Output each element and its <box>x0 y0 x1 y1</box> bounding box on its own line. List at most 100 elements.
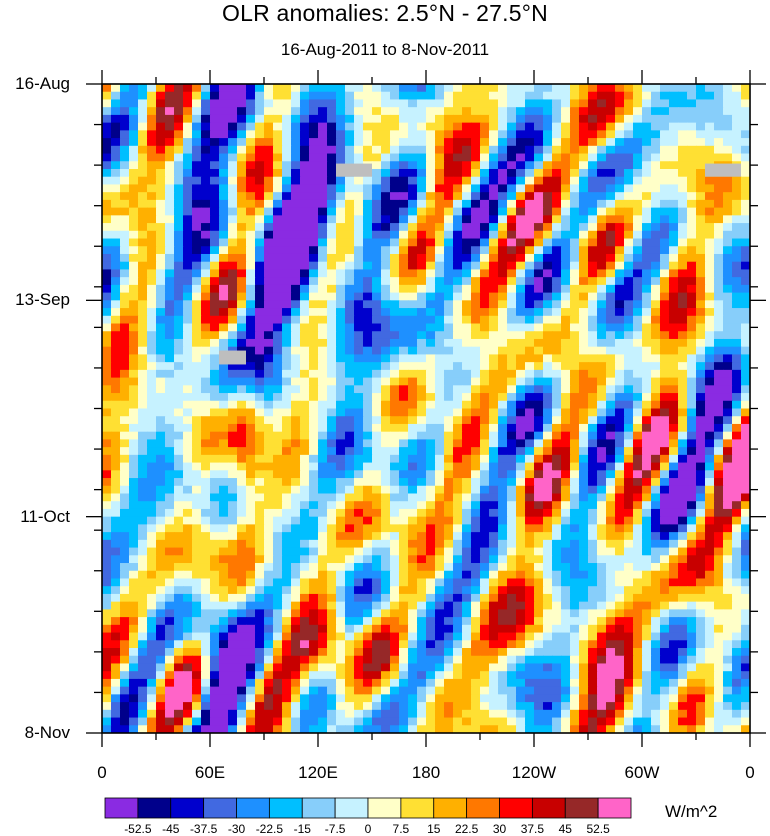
heatmap-cell <box>327 516 337 525</box>
heatmap-cell <box>417 168 427 178</box>
heatmap-cell <box>210 153 220 162</box>
heatmap-cell <box>147 138 157 147</box>
heatmap-cell <box>120 192 130 201</box>
heatmap-cell <box>615 269 625 278</box>
heatmap-cell <box>147 578 157 587</box>
heatmap-cell <box>282 284 292 294</box>
heatmap-cell <box>246 570 256 580</box>
heatmap-cell <box>651 555 661 564</box>
heatmap-cell <box>489 207 499 216</box>
heatmap-cell <box>597 161 607 170</box>
heatmap-cell <box>282 346 292 356</box>
heatmap-cell <box>741 563 750 572</box>
heatmap-cell <box>309 508 319 518</box>
heatmap-cell <box>201 323 211 332</box>
heatmap-cell <box>192 393 202 402</box>
heatmap-cell <box>120 555 130 564</box>
heatmap-cell <box>588 207 598 216</box>
heatmap-cell <box>660 192 670 201</box>
heatmap-cell <box>687 578 697 587</box>
heatmap-cell <box>678 439 688 448</box>
heatmap-cell <box>534 354 544 363</box>
heatmap-cell <box>354 400 364 410</box>
heatmap-cell <box>480 84 490 93</box>
heatmap-cell <box>111 91 121 101</box>
heatmap-cell <box>498 130 508 139</box>
heatmap-cell <box>696 454 706 464</box>
heatmap-cell <box>669 346 679 356</box>
heatmap-cell <box>291 400 301 410</box>
heatmap-cell <box>282 184 292 193</box>
heatmap-cell <box>174 416 184 425</box>
heatmap-cell <box>291 145 301 155</box>
heatmap-cell <box>192 454 202 464</box>
heatmap-cell <box>336 91 346 101</box>
heatmap-cell <box>444 408 454 417</box>
heatmap-cell <box>309 362 319 371</box>
heatmap-cell <box>156 377 166 386</box>
heatmap-cell <box>552 107 562 116</box>
heatmap-cell <box>390 493 400 502</box>
heatmap-cell <box>462 261 472 271</box>
heatmap-cell <box>498 532 508 541</box>
heatmap-cell <box>345 516 355 525</box>
heatmap-cell <box>588 547 598 556</box>
heatmap-cell <box>210 516 220 525</box>
heatmap-cell <box>309 246 319 255</box>
heatmap-cell <box>147 284 157 294</box>
heatmap-cell <box>525 586 535 595</box>
heatmap-cell <box>282 308 292 317</box>
heatmap-cell <box>417 308 427 317</box>
heatmap-cell <box>102 107 112 116</box>
heatmap-cell <box>489 284 499 294</box>
heatmap-cell <box>741 601 750 610</box>
heatmap-cell <box>516 563 526 572</box>
heatmap-cell <box>525 230 535 240</box>
heatmap-cell <box>669 230 679 240</box>
heatmap-cell <box>219 601 229 610</box>
heatmap-cell <box>138 122 148 131</box>
heatmap-cell <box>606 485 616 495</box>
heatmap-cell <box>210 539 220 549</box>
heatmap-cell <box>291 393 301 402</box>
heatmap-cell <box>669 192 679 201</box>
heatmap-cell <box>615 539 625 549</box>
heatmap-cell <box>732 145 742 155</box>
heatmap-cell <box>741 107 750 116</box>
heatmap-cell <box>741 308 750 317</box>
heatmap-cell <box>300 338 310 348</box>
heatmap-cell <box>678 114 688 124</box>
heatmap-cell <box>138 223 148 232</box>
heatmap-cell <box>219 431 229 441</box>
heatmap-cell <box>228 269 238 278</box>
heatmap-cell <box>192 91 202 101</box>
heatmap-cell <box>543 107 553 116</box>
heatmap-cell <box>426 593 436 603</box>
heatmap-cell <box>480 230 490 240</box>
heatmap-cell <box>426 153 436 162</box>
heatmap-cell <box>669 586 679 595</box>
heatmap-cell <box>615 578 625 587</box>
heatmap-cell <box>615 586 625 595</box>
heatmap-cell <box>264 555 274 564</box>
heatmap-cell <box>714 207 724 216</box>
heatmap-cell <box>570 454 580 464</box>
heatmap-cell <box>588 593 598 603</box>
heatmap-cell <box>201 516 211 525</box>
heatmap-cell <box>363 153 373 162</box>
heatmap-cell <box>606 215 616 224</box>
heatmap-cell <box>561 161 571 170</box>
heatmap-cell <box>237 308 247 317</box>
heatmap-cell <box>732 578 742 587</box>
heatmap-cell <box>282 277 292 286</box>
heatmap-cell <box>399 161 409 170</box>
heatmap-cell <box>156 300 166 309</box>
heatmap-cell <box>462 431 472 441</box>
heatmap-cell <box>399 377 409 386</box>
heatmap-cell <box>480 99 490 108</box>
heatmap-cell <box>480 462 490 471</box>
heatmap-cell <box>453 223 463 232</box>
heatmap-cell <box>111 192 121 201</box>
heatmap-cell <box>597 122 607 131</box>
heatmap-cell <box>723 563 733 572</box>
